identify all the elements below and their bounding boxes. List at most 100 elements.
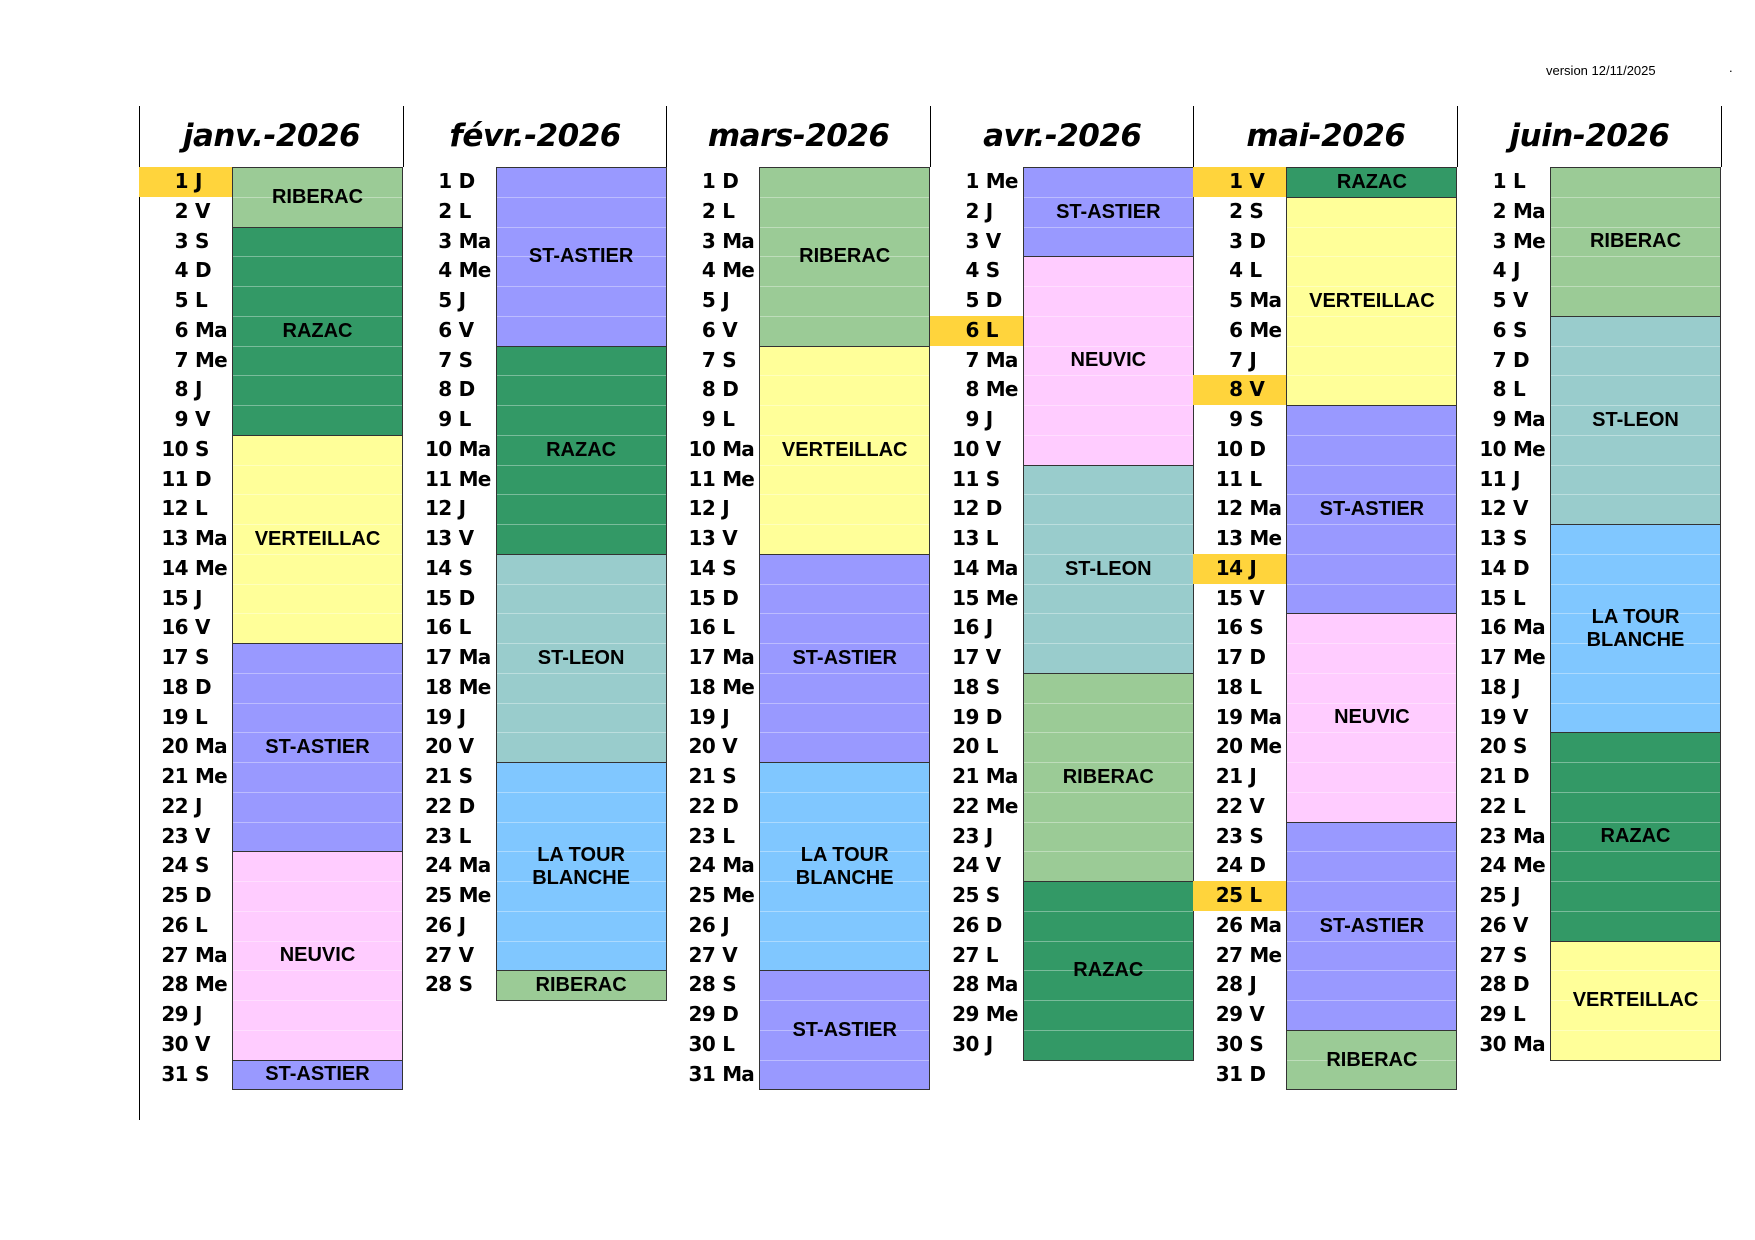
row-divider [1023, 643, 1193, 644]
row-divider [1023, 613, 1193, 615]
row-divider [496, 464, 666, 466]
holiday-highlight [1193, 167, 1287, 197]
column-separator [1457, 106, 1458, 167]
day-abbreviation: L [985, 942, 999, 967]
day-abbreviation: S [1513, 942, 1527, 967]
day-abbreviation: D [458, 585, 476, 610]
day-abbreviation: J [1513, 258, 1520, 283]
day-abbreviation: J [722, 704, 729, 729]
row-divider [1551, 851, 1720, 853]
day-number: 2 [174, 198, 189, 223]
day-abbreviation: Me [985, 377, 1019, 402]
day-abbreviation: Ma [985, 764, 1019, 788]
day-abbreviation: Ma [195, 942, 228, 967]
location-label: RIBERAC [271, 185, 364, 208]
day-abbreviation: Ma [195, 734, 228, 759]
day-abbreviation: D [1249, 228, 1266, 253]
row-divider [496, 524, 666, 525]
row-divider [1551, 821, 1720, 823]
row-divider [1287, 464, 1457, 466]
location-block: ST-ASTIER [1286, 405, 1458, 615]
row-divider [760, 881, 930, 882]
row-divider [233, 553, 402, 555]
day-abbreviation: S [1249, 823, 1263, 848]
day-number: 28 [161, 972, 188, 997]
day-abbreviation: D [458, 793, 476, 818]
day-abbreviation: Ma [1513, 407, 1546, 431]
day-number: 4 [174, 258, 189, 283]
day-number: 28 [688, 972, 716, 997]
holiday-highlight [1193, 881, 1287, 911]
day-abbreviation: D [1249, 853, 1266, 878]
day-number: 13 [424, 526, 452, 550]
version-mark: . [1729, 60, 1733, 75]
day-number: 4 [1229, 258, 1243, 283]
row-divider [760, 791, 930, 793]
day-number: 2 [438, 198, 452, 223]
day-abbreviation: S [195, 228, 209, 253]
day-abbreviation: Ma [1513, 615, 1546, 640]
day-number: 6 [174, 317, 189, 342]
row-divider [496, 583, 666, 585]
row-divider [1551, 553, 1720, 555]
day-abbreviation: S [195, 645, 209, 669]
location-label: ST-LEON [1592, 408, 1679, 431]
column-separator [1193, 106, 1194, 167]
row-divider [1287, 1000, 1457, 1001]
row-divider [1287, 970, 1457, 972]
day-abbreviation: J [1249, 347, 1257, 372]
row-divider [760, 434, 930, 436]
row-divider [1551, 613, 1720, 615]
row-divider [1551, 464, 1720, 466]
day-number: 28 [1479, 972, 1506, 997]
day-abbreviation: D [722, 377, 739, 402]
day-abbreviation: Ma [458, 228, 492, 253]
row-divider [233, 1000, 402, 1001]
location-block: NEUVIC [232, 851, 403, 1061]
day-number: 31 [1215, 1061, 1243, 1086]
day-abbreviation: S [1249, 615, 1263, 640]
day-number: 26 [161, 912, 188, 937]
row-divider [233, 940, 402, 942]
day-number: 12 [424, 496, 452, 521]
location-block: ST-LEON [1022, 464, 1194, 674]
day-abbreviation: J [985, 407, 993, 431]
day-number: 9 [174, 407, 189, 431]
day-number: 15 [161, 585, 188, 610]
day-abbreviation: Ma [458, 436, 492, 461]
day-abbreviation: L [722, 1031, 735, 1056]
day-number: 31 [161, 1061, 188, 1086]
day-number: 23 [161, 823, 188, 848]
row-divider [1551, 375, 1720, 377]
day-number: 16 [424, 615, 452, 640]
row-divider [1287, 732, 1457, 734]
row-divider [1023, 583, 1193, 585]
day-number: 14 [1479, 555, 1506, 580]
row-divider [233, 702, 402, 704]
day-number: 22 [952, 793, 979, 818]
row-divider [496, 791, 666, 793]
day-number: 15 [1479, 585, 1506, 610]
day-abbreviation: D [722, 793, 739, 818]
day-abbreviation: S [985, 883, 1000, 907]
row-divider [1287, 643, 1457, 644]
location-block: ST-ASTIER [232, 1059, 403, 1091]
day-abbreviation: Me [1249, 526, 1282, 550]
location-label: RAZAC [1073, 959, 1144, 982]
day-number: 5 [438, 288, 452, 312]
day-abbreviation: Ma [1249, 496, 1282, 521]
day-number: 13 [952, 526, 979, 550]
day-number: 2 [701, 198, 716, 223]
day-number: 5 [701, 288, 716, 312]
row-divider [1023, 226, 1193, 228]
row-divider [496, 256, 666, 258]
day-abbreviation: L [722, 615, 735, 640]
day-number: 22 [424, 793, 452, 818]
day-number: 26 [1215, 912, 1243, 937]
row-divider [1551, 762, 1720, 763]
row-divider [233, 196, 402, 198]
day-number: 30 [952, 1031, 979, 1056]
day-abbreviation: Ma [1249, 288, 1282, 312]
day-abbreviation: Me [722, 258, 755, 283]
day-abbreviation: Me [985, 793, 1019, 818]
